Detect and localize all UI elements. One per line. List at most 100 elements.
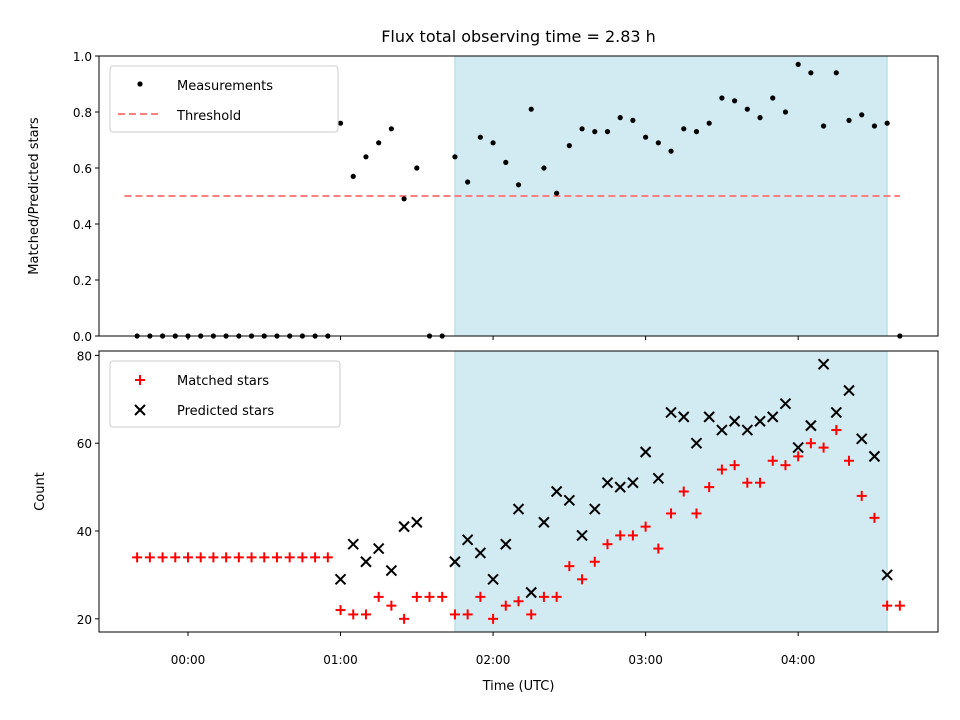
- predicted-star-point: [563, 494, 576, 506]
- measurement-point: [528, 106, 534, 112]
- matched-star-point: [373, 591, 384, 602]
- predicted-star-point: [690, 437, 703, 449]
- matched-star-point: [704, 482, 715, 493]
- matched-star-point: [246, 552, 257, 563]
- predicted-star-point: [652, 472, 665, 485]
- matched-star-point: [666, 508, 677, 519]
- predicted-star-point: [856, 433, 868, 445]
- count-y-tick-label: 40: [77, 525, 92, 539]
- matched-star-point: [691, 508, 702, 519]
- measurement-point: [770, 95, 776, 101]
- count-plot-frame: [98, 350, 939, 633]
- predicted-star-point: [639, 446, 652, 458]
- measurement-point: [554, 190, 560, 196]
- measurement-points: [134, 61, 903, 339]
- matched-star-point: [271, 552, 282, 563]
- measurement-point: [795, 61, 801, 67]
- predicted-star-point: [830, 406, 843, 419]
- measurement-point: [363, 154, 369, 160]
- matched-star-point: [182, 552, 193, 563]
- measurement-point: [503, 159, 509, 165]
- matched-star-point: [437, 591, 448, 602]
- time-x-tick-label: 03:00: [628, 653, 663, 667]
- predicted-star-point: [487, 573, 499, 586]
- matched-star-point: [284, 552, 295, 563]
- measurement-point: [846, 117, 852, 123]
- matched-star-point: [424, 591, 435, 602]
- predicted-star-point: [614, 481, 626, 493]
- observing-window-shade: [454, 350, 888, 633]
- predicted-star-point: [538, 516, 550, 528]
- measurement-point: [820, 123, 827, 129]
- matched-star-point: [856, 490, 867, 501]
- matched-star-point: [195, 552, 206, 563]
- time-x-tick-label: 00:00: [171, 653, 206, 667]
- predicted-star-point: [589, 503, 601, 515]
- matched-star-point: [538, 591, 549, 602]
- measurement-point: [833, 70, 839, 76]
- measurement-point: [566, 143, 572, 149]
- predicted-star-point: [474, 547, 487, 559]
- measurement-point: [337, 120, 344, 126]
- ratio-y-tick-label: 0.6: [73, 162, 92, 176]
- matched-star-point: [348, 609, 359, 620]
- measurement-point: [719, 95, 725, 101]
- matched-star-point: [144, 552, 155, 563]
- y-axis-label-count: Count: [33, 472, 48, 511]
- count-panel: Count Time (UTC) 20 40 60 80 00:00 01:00 02:00…: [33, 349, 939, 694]
- matched-star-point: [221, 552, 232, 563]
- matched-star-point: [399, 613, 410, 624]
- predicted-star-point: [678, 411, 690, 423]
- predicted-legend-label: Predicted stars: [177, 404, 274, 419]
- matched-star-point: [640, 521, 651, 532]
- matched-star-point: [526, 609, 537, 620]
- measurement-point: [465, 179, 471, 185]
- predicted-star-point: [347, 538, 359, 550]
- matched-star-point: [564, 561, 575, 572]
- matched-star-point: [767, 455, 778, 466]
- matched-star-point: [259, 552, 270, 563]
- time-x-tick-label: 01:00: [323, 653, 358, 667]
- measurement-point: [617, 115, 623, 121]
- predicted-star-point: [334, 573, 347, 586]
- matched-star-point: [513, 596, 524, 607]
- measurement-point: [706, 120, 712, 126]
- measurement-point: [477, 134, 483, 140]
- matched-star-point: [615, 530, 626, 541]
- matched-star-point: [818, 442, 829, 453]
- matched-star-point: [551, 591, 562, 602]
- predicted-legend-marker: [134, 404, 146, 416]
- measurements-legend-marker: [137, 81, 143, 87]
- legend-box: [109, 360, 341, 428]
- matched-star-point: [488, 613, 499, 624]
- predicted-star-point: [360, 556, 372, 568]
- chart-title: Flux total observing time = 2.83 h: [381, 27, 656, 46]
- matched-star-point: [755, 477, 766, 488]
- matched-star-point: [577, 574, 588, 585]
- measurement-point: [782, 109, 789, 115]
- y-axis-label-ratio: Matched/Predicted stars: [27, 117, 42, 275]
- ratio-panel: Flux total observing time = 2.83 h Match…: [27, 27, 939, 344]
- predicted-star-point: [741, 424, 754, 436]
- matched-star-point: [462, 609, 473, 620]
- measurement-point: [871, 123, 878, 129]
- count-y-tick-label: 20: [77, 613, 92, 627]
- count-points: [132, 358, 905, 624]
- matched-star-point: [602, 539, 613, 550]
- predicted-star-point: [868, 450, 881, 463]
- matched-star-point: [627, 530, 638, 541]
- predicted-star-point: [703, 411, 715, 423]
- measurement-point: [376, 140, 382, 146]
- predicted-star-point: [398, 520, 410, 533]
- predicted-star-point: [372, 542, 385, 555]
- predicted-star-point: [627, 477, 639, 489]
- matched-star-point: [653, 543, 664, 554]
- ratio-y-tick-label: 0.2: [73, 274, 92, 288]
- matched-star-point: [208, 552, 219, 563]
- matched-legend-marker: [135, 375, 145, 385]
- measurement-point: [414, 165, 420, 171]
- predicted-star-point: [843, 384, 855, 397]
- matched-star-point: [449, 609, 460, 620]
- legend-box: [109, 65, 339, 133]
